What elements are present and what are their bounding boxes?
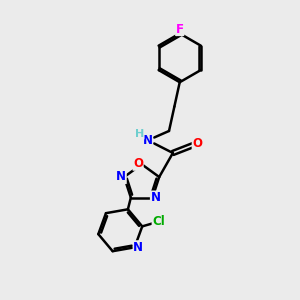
Text: H: H bbox=[135, 129, 144, 139]
Text: F: F bbox=[176, 22, 184, 35]
Text: N: N bbox=[133, 241, 143, 254]
Text: N: N bbox=[142, 134, 153, 147]
Text: N: N bbox=[151, 191, 160, 204]
Text: O: O bbox=[133, 157, 143, 170]
Text: Cl: Cl bbox=[152, 214, 165, 227]
Text: N: N bbox=[116, 170, 126, 184]
Text: O: O bbox=[192, 137, 202, 150]
